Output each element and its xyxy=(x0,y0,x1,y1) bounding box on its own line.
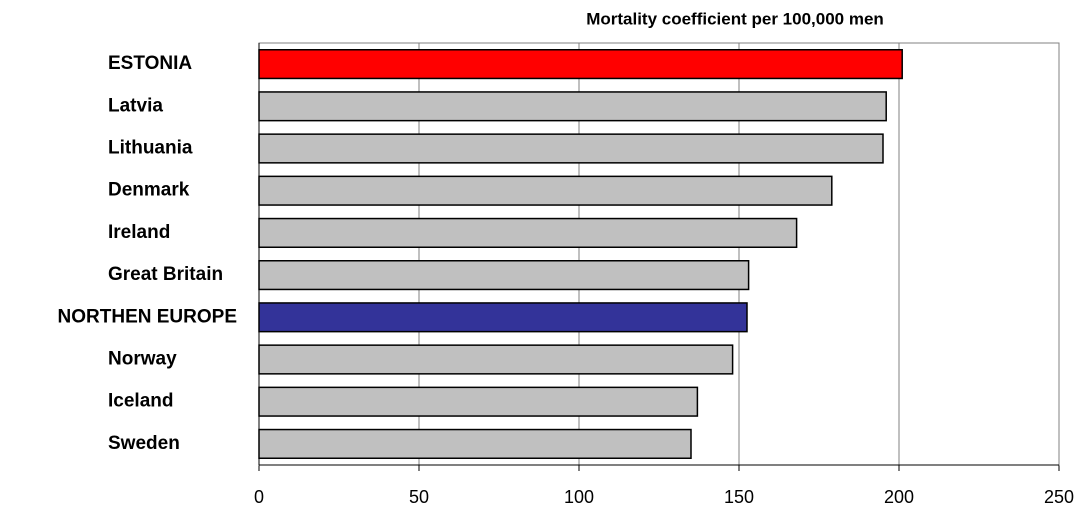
bar xyxy=(258,133,884,164)
y-tick-label: ESTONIA xyxy=(108,53,192,74)
x-tick-label: 250 xyxy=(1044,487,1074,507)
y-tick-label: Norway xyxy=(108,349,177,370)
bar xyxy=(258,344,734,375)
x-tick-label: 50 xyxy=(409,487,429,507)
bar xyxy=(258,217,798,248)
x-tick-label: 150 xyxy=(724,487,754,507)
y-tick-label: Ireland xyxy=(108,222,170,243)
bar xyxy=(258,91,887,122)
chart-title: Mortality coefficient per 100,000 men xyxy=(586,9,884,28)
y-tick-label: Great Britain xyxy=(108,264,223,285)
y-tick-label: Lithuania xyxy=(108,138,193,159)
bar xyxy=(258,386,699,417)
bar xyxy=(258,302,748,333)
y-tick-label: Sweden xyxy=(108,433,180,454)
bar xyxy=(258,428,692,459)
y-tick-label: Iceland xyxy=(108,391,173,412)
x-tick-label: 200 xyxy=(884,487,914,507)
x-tick-label: 100 xyxy=(564,487,594,507)
y-tick-label: Denmark xyxy=(108,180,190,201)
y-tick-label: NORTHEN EUROPE xyxy=(58,306,237,327)
x-tick-label: 0 xyxy=(254,487,264,507)
y-tick-label: Latvia xyxy=(108,95,163,116)
bar xyxy=(258,260,750,291)
bar xyxy=(258,175,833,206)
bar xyxy=(258,49,903,80)
